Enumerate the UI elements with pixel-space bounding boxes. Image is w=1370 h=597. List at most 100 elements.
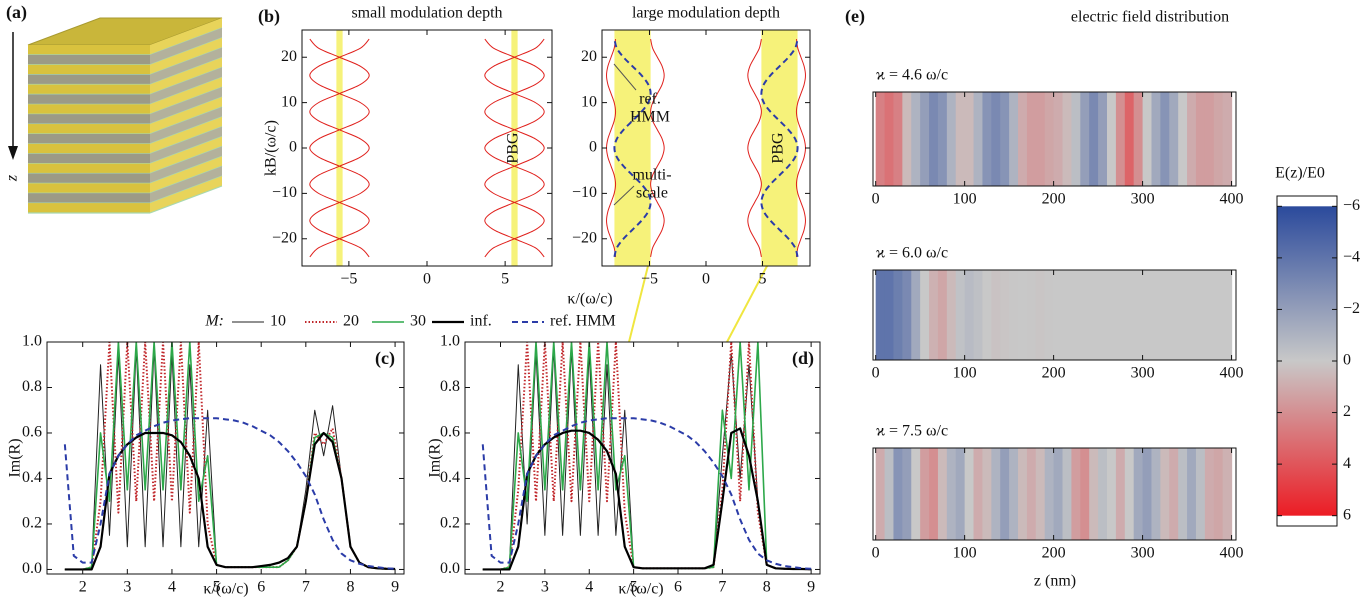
y-tick-label: −6	[1343, 197, 1360, 214]
plot-area	[63, 342, 396, 571]
legend-label: ref. HMM	[550, 313, 616, 330]
heatmap-cell	[1098, 92, 1108, 186]
heatmap-cell	[1115, 270, 1126, 360]
heatmap-cell	[1035, 92, 1046, 186]
y-tick-label: 0.0	[22, 560, 42, 577]
x-tick-label: 0	[423, 271, 431, 288]
x-tick-label: 400	[1220, 365, 1244, 382]
legend-label: 20	[343, 313, 359, 330]
heatmap-cell	[1178, 448, 1188, 540]
band	[511, 30, 518, 266]
heatmap-cell	[1035, 448, 1046, 540]
heatmap-cell	[955, 92, 966, 186]
data-line	[64, 348, 396, 570]
y-tick-label: 0.2	[440, 515, 460, 532]
heatmap-cell	[991, 92, 1001, 186]
y-tick-label: 20	[581, 48, 597, 65]
x-tick-label: 2	[497, 579, 505, 596]
stack-layer-side	[150, 97, 222, 134]
heatmap-cell	[1044, 448, 1055, 540]
stack-layer	[28, 74, 150, 85]
stack-layer-side	[150, 67, 222, 105]
heatmap-cell	[1222, 270, 1233, 360]
stack-layer-side	[150, 47, 222, 85]
heatmap-cell	[1071, 92, 1081, 186]
heatmap-cell	[982, 92, 992, 186]
heatmap-cell	[893, 270, 903, 360]
annotation: PBG	[770, 132, 787, 164]
heatmap-cell	[875, 92, 886, 186]
x-tick-label: 0	[872, 545, 880, 562]
heatmap-cell	[937, 270, 948, 360]
plot-frame	[872, 447, 1237, 541]
heatmap-cell	[946, 448, 957, 540]
y-tick-label: 10	[281, 93, 297, 110]
data-line	[63, 417, 396, 570]
annotation: scale	[636, 185, 668, 202]
stack-layer-side	[150, 77, 222, 115]
heatmap-cell	[1044, 92, 1055, 186]
ylabel: kB/(ω/c)	[263, 120, 280, 176]
heatmap-cell	[1151, 448, 1161, 540]
y-tick-label: 1.0	[440, 333, 460, 350]
band	[336, 30, 343, 266]
x-tick-label: −5	[641, 271, 658, 288]
heatmap-cell	[946, 92, 957, 186]
heatmap-cell	[1151, 92, 1161, 186]
title: E(z)/E0	[1275, 165, 1325, 182]
stack-layer-side	[150, 176, 222, 213]
heatmap-cell	[1222, 448, 1233, 540]
x-tick-label: 200	[1042, 365, 1066, 382]
heatmap-cell	[1000, 448, 1010, 540]
legend-label: 10	[270, 313, 286, 330]
heatmap-cell	[955, 270, 966, 360]
data-line	[309, 38, 370, 258]
heatmap-cell	[1160, 92, 1170, 186]
heatmap-cell	[1160, 270, 1170, 360]
stack-layer-side	[150, 37, 222, 75]
chart-heatmap: ϰ = 6.0 ω/c 0 100 200 300 400	[872, 245, 1244, 382]
heatmap-cell	[884, 92, 895, 186]
heatmap-cell	[1044, 270, 1055, 360]
panel-label: (c)	[375, 348, 395, 369]
y-tick-label: 0	[589, 139, 597, 156]
data-line	[484, 38, 545, 258]
heatmap-cell	[1169, 92, 1179, 186]
heatmap-cell	[1142, 92, 1153, 186]
heatmap-cell	[1213, 270, 1224, 360]
chart-heatmap: ϰ = 7.5 ω/c z (nm) 0 100 200 300 400	[872, 423, 1244, 590]
heatmap-cell	[1204, 270, 1215, 360]
heatmap-cell	[1080, 270, 1090, 360]
heatmap-cell	[1106, 448, 1117, 540]
heatmap-cell	[1195, 448, 1206, 540]
layer-stack	[27, 17, 223, 214]
stack-layer	[28, 173, 150, 184]
x-tick-label: 100	[953, 191, 977, 208]
stack-layer	[28, 64, 150, 75]
xlabel: z (nm)	[1034, 573, 1076, 590]
super-title: electric field distribution	[1071, 9, 1229, 26]
heatmap-cell	[902, 270, 912, 360]
heatmap-cell	[1062, 92, 1073, 186]
x-tick-label: 100	[953, 545, 977, 562]
data-line	[481, 417, 812, 570]
heatmap-cell	[1062, 270, 1073, 360]
heatmap-cell	[875, 448, 886, 540]
x-tick-label: 6	[257, 579, 265, 596]
heatmap-cell	[1160, 448, 1170, 540]
x-tick-label: 0	[872, 365, 880, 382]
plot-area	[309, 30, 545, 266]
stack-layer	[28, 94, 150, 105]
title: ϰ = 6.0 ω/c	[876, 245, 948, 262]
heatmap-cell	[1187, 92, 1197, 186]
x-tick-label: 300	[1131, 545, 1155, 562]
stack-layer-side	[150, 116, 222, 154]
heatmap-cell	[1089, 270, 1099, 360]
title: ϰ = 7.5 ω/c	[876, 423, 948, 440]
stack-layer-side	[150, 87, 222, 125]
plot-frame	[464, 341, 821, 575]
plot-frame	[872, 91, 1237, 187]
heatmap-cell	[982, 448, 992, 540]
heatmap-cell	[1133, 270, 1144, 360]
